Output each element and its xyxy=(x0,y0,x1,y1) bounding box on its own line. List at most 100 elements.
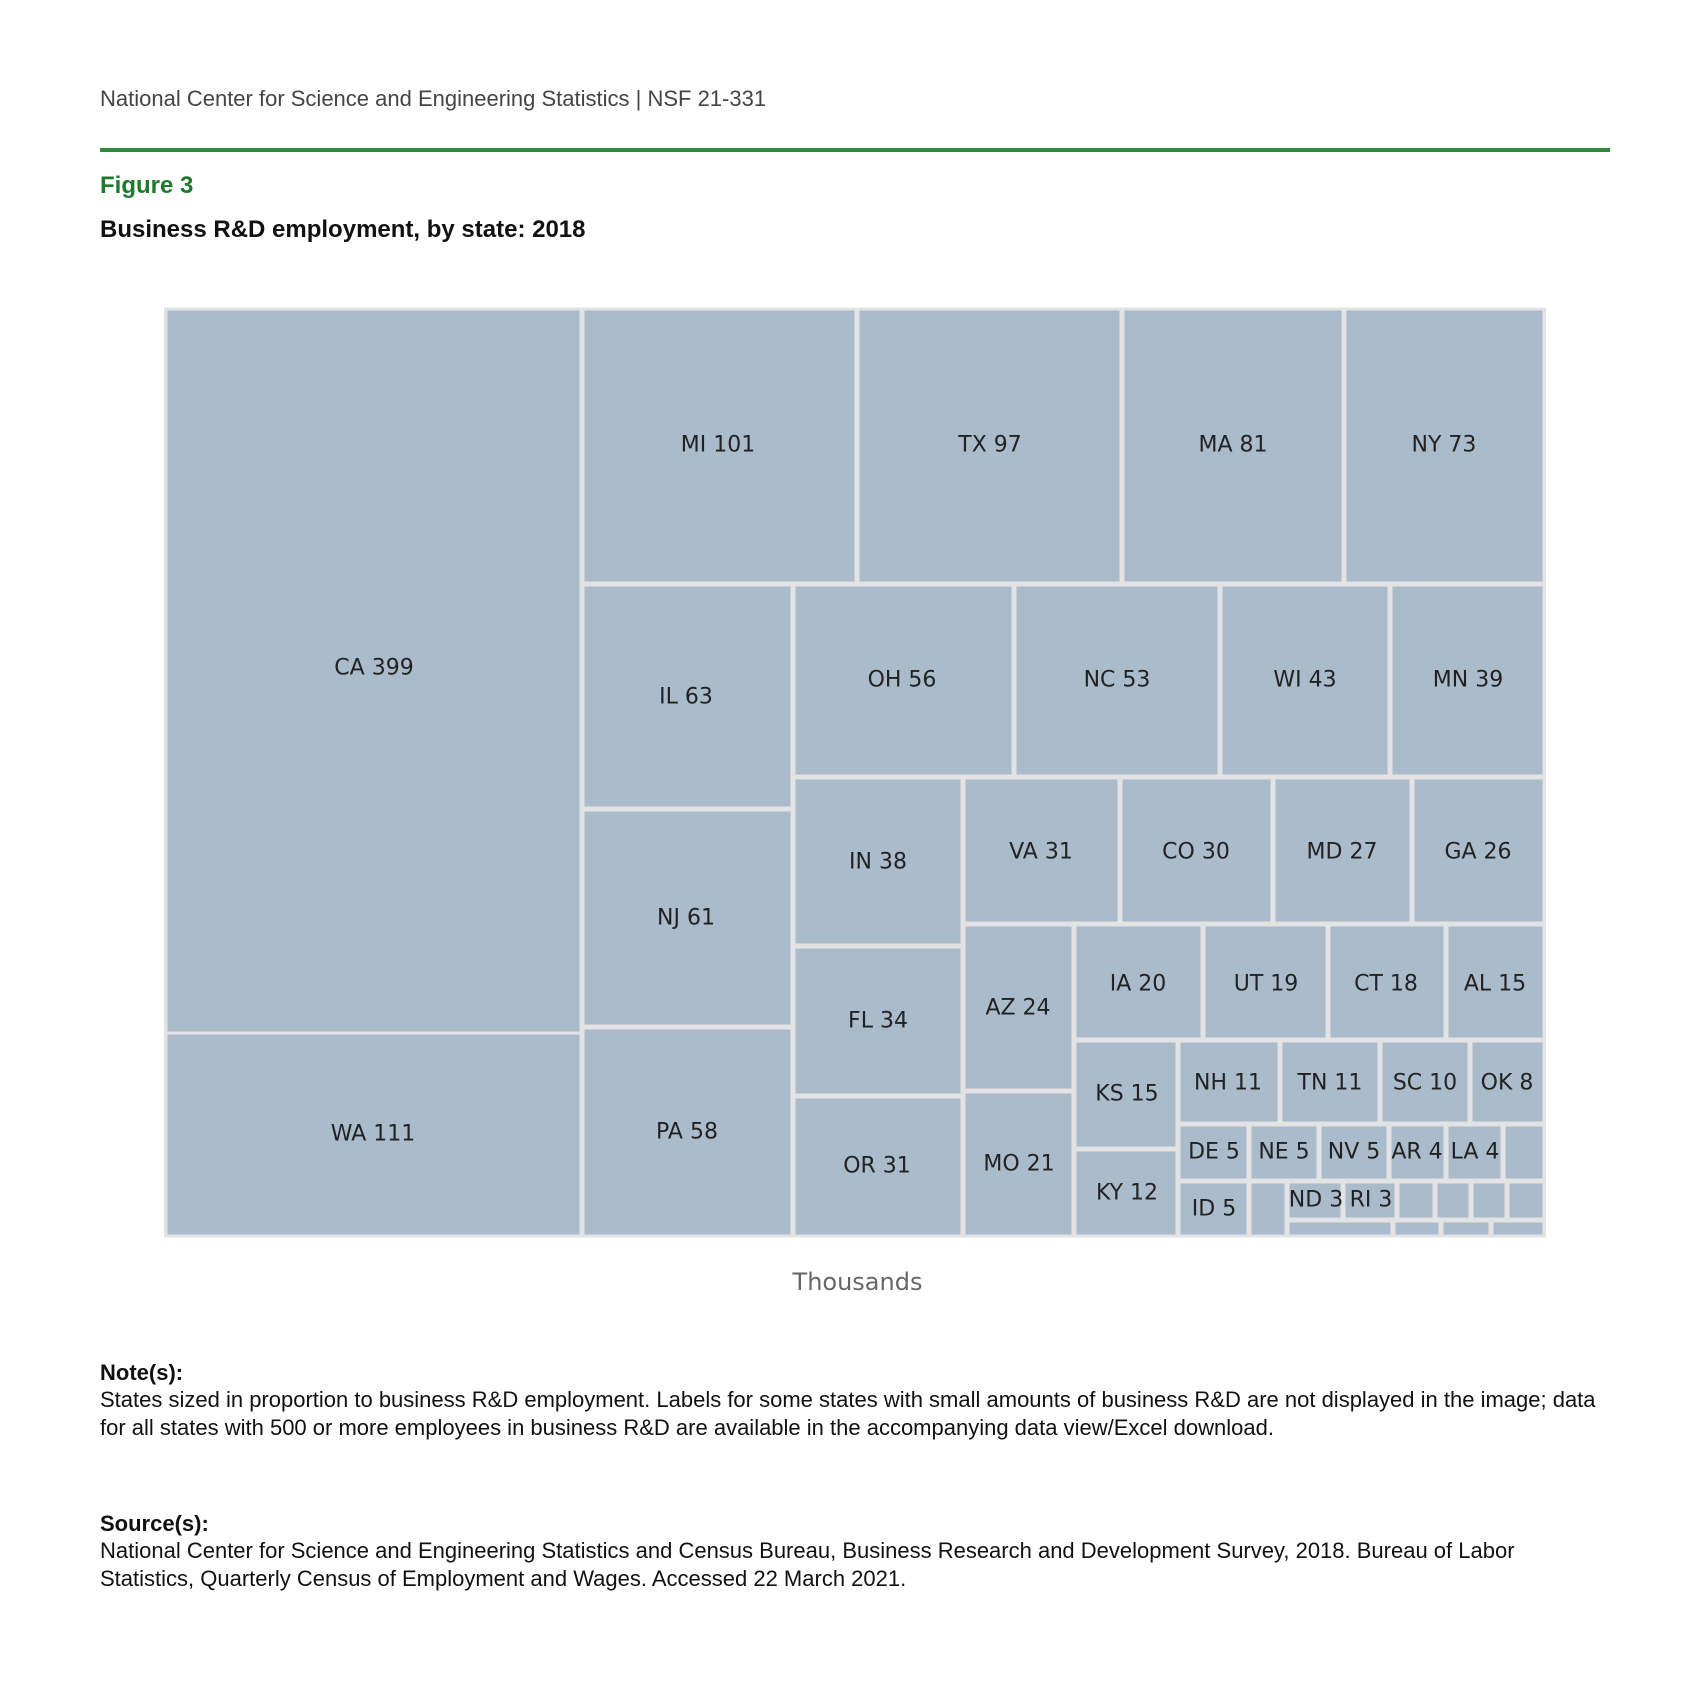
tile-ut xyxy=(1202,923,1329,1041)
tile-in xyxy=(792,776,964,947)
tile-label-mn: MN 39 xyxy=(1433,668,1503,693)
tile-label-in: IN 38 xyxy=(849,850,907,875)
tile-label-ri: RI 3 xyxy=(1350,1188,1393,1213)
tile-label-id: ID 5 xyxy=(1192,1197,1236,1222)
tile-label-al: AL 15 xyxy=(1464,972,1526,997)
tile-label-wi: WI 43 xyxy=(1273,668,1336,693)
tile-label-ma: MA 81 xyxy=(1198,433,1267,458)
tile-sc xyxy=(1379,1039,1471,1125)
tile-wa xyxy=(164,1031,583,1238)
tile-mn xyxy=(1389,583,1546,778)
tile-va xyxy=(962,776,1121,925)
tile-label-ct: CT 18 xyxy=(1354,972,1418,997)
tile-nh xyxy=(1177,1039,1281,1125)
notes-text: States sized in proportion to business R… xyxy=(100,1387,1596,1440)
tile-ca xyxy=(164,307,583,1035)
units-label: Thousands xyxy=(792,1268,923,1296)
tile-label-ia: IA 20 xyxy=(1110,972,1167,997)
tile-ga xyxy=(1411,776,1546,925)
tile-label-ut: UT 19 xyxy=(1234,972,1299,997)
report-header: National Center for Science and Engineer… xyxy=(100,86,767,111)
tile-label-de: DE 5 xyxy=(1188,1140,1240,1165)
tile-mi xyxy=(581,307,858,585)
tile-ct xyxy=(1327,923,1447,1041)
tile-mo xyxy=(962,1090,1075,1238)
tile-label-az: AZ 24 xyxy=(985,996,1050,1021)
tile-tx xyxy=(856,307,1123,585)
tile-label-nh: NH 11 xyxy=(1194,1071,1262,1096)
notes-heading: Note(s): xyxy=(100,1360,184,1385)
tile-nc xyxy=(1013,583,1221,778)
tile-label-oh: OH 56 xyxy=(868,668,937,693)
tile-unlabeled-5 xyxy=(1470,1180,1508,1221)
tile-label-ca: CA 399 xyxy=(334,656,413,681)
tile-md xyxy=(1272,776,1413,925)
tile-al xyxy=(1445,923,1546,1041)
tile-nv xyxy=(1318,1123,1390,1182)
tile-tn xyxy=(1279,1039,1381,1125)
tile-label-md: MD 27 xyxy=(1307,840,1378,865)
tile-wi xyxy=(1219,583,1391,778)
tile-unlabeled-3 xyxy=(1396,1180,1436,1221)
tile-label-ny: NY 73 xyxy=(1412,433,1477,458)
tile-unlabeled-9 xyxy=(1440,1219,1492,1238)
tile-la xyxy=(1445,1123,1504,1182)
source-text: National Center for Science and Engineer… xyxy=(100,1538,1515,1591)
tile-label-nc: NC 53 xyxy=(1084,668,1151,693)
tile-unlabeled-4 xyxy=(1434,1180,1472,1221)
tile-label-mo: MO 21 xyxy=(983,1152,1054,1177)
tile-label-mi: MI 101 xyxy=(681,433,755,458)
header-rule xyxy=(100,148,1610,152)
tile-unlabeled-8 xyxy=(1392,1219,1442,1238)
tile-il xyxy=(581,583,794,810)
tile-label-il: IL 63 xyxy=(659,685,713,710)
tile-label-nd: ND 3 xyxy=(1289,1188,1343,1213)
figure-label: Figure 3 xyxy=(100,172,194,199)
tile-az xyxy=(962,923,1075,1092)
tile-ks xyxy=(1073,1039,1179,1150)
tile-ri xyxy=(1342,1180,1398,1221)
tile-label-ok: OK 8 xyxy=(1481,1071,1534,1096)
tile-label-wa: WA 111 xyxy=(331,1122,416,1147)
tile-label-tx: TX 97 xyxy=(957,433,1022,458)
tile-label-ky: KY 12 xyxy=(1096,1181,1158,1206)
tile-label-fl: FL 34 xyxy=(848,1009,908,1034)
tile-id xyxy=(1177,1180,1250,1238)
tile-label-ks: KS 15 xyxy=(1095,1082,1158,1107)
tile-pa xyxy=(581,1026,794,1238)
tile-label-nv: NV 5 xyxy=(1328,1140,1381,1165)
tile-ma xyxy=(1121,307,1345,585)
tile-unlabeled-7 xyxy=(1286,1219,1394,1238)
tile-ne xyxy=(1248,1123,1320,1182)
tile-ky xyxy=(1073,1148,1179,1238)
tile-unlabeled-6 xyxy=(1506,1180,1546,1221)
tile-fl xyxy=(792,945,964,1097)
tile-ny xyxy=(1343,307,1546,585)
tile-unlabeled-10 xyxy=(1490,1219,1546,1238)
tile-label-pa: PA 58 xyxy=(656,1120,718,1145)
tile-de xyxy=(1177,1123,1250,1182)
tile-oh xyxy=(792,583,1015,778)
tile-label-ne: NE 5 xyxy=(1258,1140,1309,1165)
tile-label-va: VA 31 xyxy=(1009,840,1073,865)
tile-label-ar: AR 4 xyxy=(1391,1140,1442,1165)
tile-co xyxy=(1119,776,1274,925)
tile-unlabeled-2 xyxy=(1248,1180,1288,1238)
tile-or xyxy=(792,1095,964,1238)
tile-ok xyxy=(1469,1039,1546,1125)
tile-ia xyxy=(1073,923,1204,1041)
tile-label-ga: GA 26 xyxy=(1444,840,1511,865)
figure-title: Business R&D employment, by state: 2018 xyxy=(100,216,586,243)
tile-label-sc: SC 10 xyxy=(1393,1071,1457,1096)
tile-label-tn: TN 11 xyxy=(1297,1071,1363,1096)
tile-label-co: CO 30 xyxy=(1162,840,1230,865)
tile-nj xyxy=(581,808,794,1028)
source-heading: Source(s): xyxy=(100,1511,209,1536)
tile-label-or: OR 31 xyxy=(843,1154,911,1179)
tile-label-la: LA 4 xyxy=(1451,1140,1500,1165)
tile-label-nj: NJ 61 xyxy=(657,906,715,931)
tile-nd xyxy=(1286,1180,1344,1221)
tile-ar xyxy=(1388,1123,1447,1182)
tile-unlabeled-1 xyxy=(1502,1123,1546,1182)
